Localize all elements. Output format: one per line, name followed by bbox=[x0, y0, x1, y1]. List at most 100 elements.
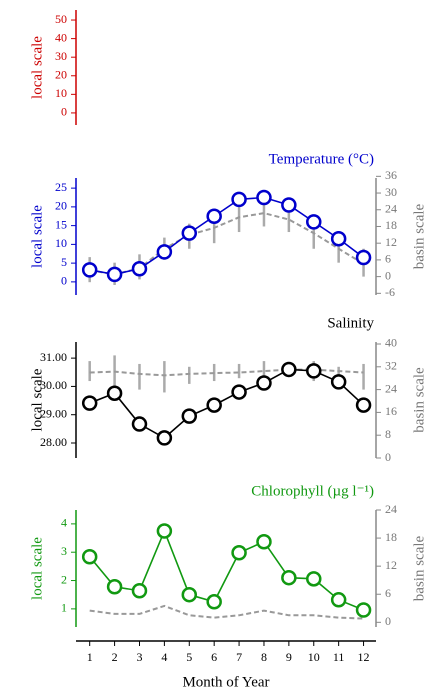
y2-tick-label: 0 bbox=[385, 268, 391, 282]
y-tick-label: 4 bbox=[61, 516, 67, 530]
y2-axis-label: basin scale bbox=[411, 203, 427, 269]
y2-tick-label: 0 bbox=[385, 614, 391, 628]
local-point bbox=[256, 533, 272, 550]
y2-tick-label: 6 bbox=[385, 252, 391, 266]
local-point bbox=[355, 397, 372, 413]
y2-tick-label: 18 bbox=[385, 530, 397, 544]
panel-title: Temperature (°C) bbox=[269, 151, 374, 167]
local-point bbox=[330, 592, 347, 608]
x-tick-label: 4 bbox=[161, 650, 167, 664]
local-point bbox=[355, 602, 372, 618]
local-point bbox=[206, 397, 222, 413]
y2-tick-label: 24 bbox=[385, 381, 397, 395]
y-tick-label: 0 bbox=[61, 274, 67, 288]
x-tick-label: 1 bbox=[87, 650, 93, 664]
x-tick-label: 6 bbox=[211, 650, 217, 664]
y2-tick-label: 24 bbox=[385, 502, 397, 516]
x-tick-label: 5 bbox=[186, 650, 192, 664]
x-tick-label: 7 bbox=[236, 650, 242, 664]
y-tick-label: 3 bbox=[61, 544, 67, 558]
y-tick-label: 28.00 bbox=[40, 435, 67, 449]
x-axis-label: Month of Year bbox=[182, 674, 269, 690]
local-point bbox=[81, 395, 98, 411]
local-point bbox=[106, 385, 123, 401]
basin-line bbox=[89, 604, 364, 620]
y-tick-label: 10 bbox=[55, 236, 67, 250]
y2-tick-label: 16 bbox=[385, 404, 397, 418]
y-tick-label: 30 bbox=[55, 49, 67, 63]
x-tick-label: 9 bbox=[286, 650, 292, 664]
basin-line bbox=[89, 212, 365, 276]
y2-tick-label: 0 bbox=[385, 450, 391, 464]
y-tick-label: 29.00 bbox=[40, 406, 67, 420]
x-tick-label: 8 bbox=[261, 650, 267, 664]
x-tick-label: 10 bbox=[308, 650, 320, 664]
y-axis-label: local scale bbox=[29, 368, 45, 431]
local-point bbox=[181, 408, 198, 424]
y-tick-label: 0 bbox=[61, 105, 67, 119]
local-point bbox=[355, 249, 372, 266]
x-tick-label: 3 bbox=[136, 650, 142, 664]
local-line bbox=[89, 368, 365, 439]
y2-tick-label: 30 bbox=[385, 185, 397, 199]
local-point bbox=[206, 208, 222, 224]
local-point bbox=[231, 545, 247, 561]
y-axis-label: local scale bbox=[29, 537, 45, 600]
local-point bbox=[231, 384, 247, 400]
y-axis-label: local scale bbox=[29, 36, 45, 99]
y-tick-label: 30.00 bbox=[40, 378, 67, 392]
x-tick-label: 2 bbox=[112, 650, 118, 664]
y-tick-label: 40 bbox=[55, 30, 67, 44]
y-axis-label: local scale bbox=[29, 205, 45, 268]
local-point bbox=[206, 594, 222, 610]
x-tick-label: 11 bbox=[333, 650, 345, 664]
y2-tick-label: 12 bbox=[385, 558, 397, 572]
local-point bbox=[81, 262, 98, 278]
local-point bbox=[281, 197, 297, 213]
y2-tick-label: 12 bbox=[385, 235, 397, 249]
y-tick-label: 25 bbox=[55, 180, 67, 194]
y2-axis-label: basin scale bbox=[411, 535, 427, 601]
local-point bbox=[156, 244, 173, 260]
y2-tick-label: -6 bbox=[385, 285, 395, 299]
local-line bbox=[89, 196, 365, 276]
local-point bbox=[256, 375, 272, 391]
local-point bbox=[281, 569, 297, 586]
local-point bbox=[330, 231, 347, 247]
y2-tick-label: 40 bbox=[385, 336, 397, 350]
y-tick-label: 5 bbox=[61, 255, 67, 269]
local-point bbox=[156, 430, 173, 446]
y-tick-label: 10 bbox=[55, 86, 67, 100]
y2-tick-label: 32 bbox=[385, 359, 397, 373]
local-point bbox=[156, 523, 173, 539]
local-point bbox=[330, 374, 347, 390]
local-point bbox=[306, 214, 322, 230]
local-point bbox=[181, 586, 198, 603]
y2-tick-label: 6 bbox=[385, 586, 391, 600]
y2-tick-label: 8 bbox=[385, 427, 391, 441]
y2-tick-label: 36 bbox=[385, 168, 397, 182]
local-point bbox=[131, 416, 148, 432]
y-tick-label: 31.00 bbox=[40, 350, 67, 364]
local-point bbox=[106, 266, 123, 283]
local-line bbox=[89, 528, 364, 611]
local-point bbox=[306, 571, 322, 587]
local-point bbox=[131, 582, 148, 599]
y-tick-label: 2 bbox=[61, 572, 67, 586]
y-tick-label: 50 bbox=[55, 12, 67, 26]
y2-axis-label: basin scale bbox=[411, 367, 427, 433]
local-point bbox=[81, 548, 98, 565]
panel-title: Chlorophyll (µg l⁻¹) bbox=[251, 483, 374, 499]
x-tick-label: 12 bbox=[358, 650, 370, 664]
y-tick-label: 15 bbox=[55, 217, 67, 231]
y-tick-label: 20 bbox=[55, 68, 67, 82]
local-point bbox=[256, 189, 272, 206]
y-tick-label: 20 bbox=[55, 199, 67, 213]
panel-title: Salinity bbox=[327, 315, 374, 331]
local-point bbox=[231, 191, 247, 208]
local-point bbox=[181, 225, 198, 241]
y2-tick-label: 18 bbox=[385, 218, 397, 232]
local-point bbox=[306, 363, 322, 379]
local-point bbox=[106, 579, 123, 595]
